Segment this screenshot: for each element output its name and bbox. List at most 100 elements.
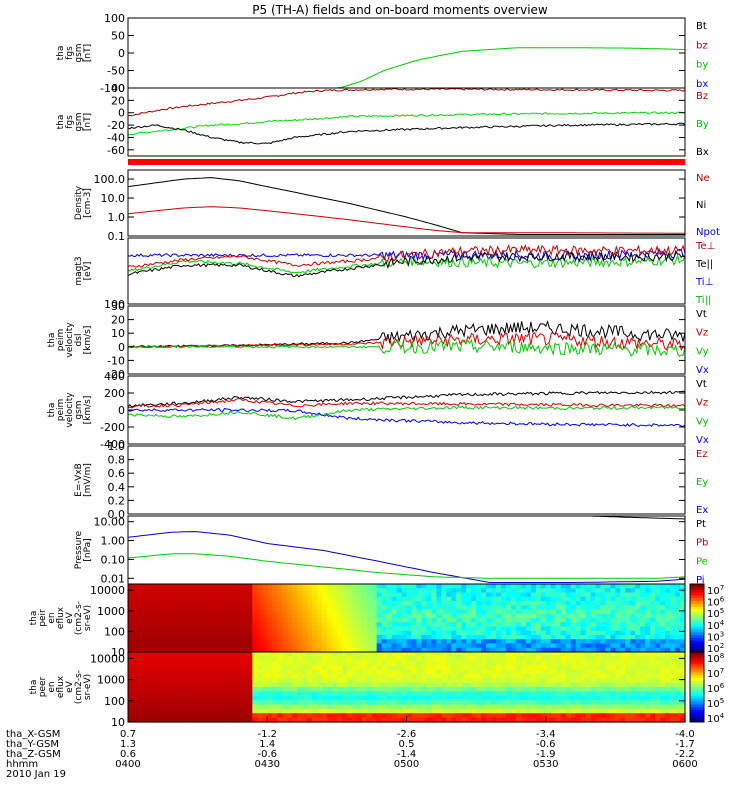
spec-cell [351,678,358,684]
spec-cell [341,618,348,623]
spec-cell [525,700,532,706]
spec-cell [381,691,388,697]
spec-cell [500,660,507,666]
spec-cell [436,717,442,723]
spec-cell [232,584,239,589]
spec-cell [326,626,333,632]
spec-cell [456,673,462,679]
spec-cell [520,700,527,706]
spec-cell [182,630,189,636]
spec-cell [252,708,258,714]
spec-cell [282,618,288,623]
spec-cell [600,635,607,640]
spec-cell [242,682,248,688]
spec-cell [595,665,602,671]
y-axis-label: [eV] [83,262,93,281]
spec-cell [381,588,388,594]
spec-cell [341,687,348,692]
spec-cell [560,588,567,594]
spec-cell [272,656,278,662]
spec-cell [242,708,248,714]
spec-cell [570,717,577,723]
spec-cell [680,635,686,640]
spec-cell [461,695,467,701]
spec-cell [366,626,373,632]
spec-cell [287,630,293,636]
spec-cell [277,704,283,710]
spec-cell [486,622,492,628]
spec-cell [142,682,149,688]
spec-cell [207,588,214,594]
spec-cell [550,601,557,606]
spec-cell [481,630,487,636]
spec-cell [675,708,681,714]
spec-cell [277,665,283,671]
spec-cell [312,588,318,594]
spec-cell [182,609,189,615]
spec-cell [456,704,462,710]
spec-cell [187,601,194,606]
spec-cell [132,592,139,598]
spec-cell [162,630,169,636]
spec-cell [192,652,199,657]
spec-cell [341,717,348,723]
spec-cell [575,643,582,649]
spec-cell [152,647,159,653]
spec-cell [207,630,214,636]
spec-cell [421,630,427,636]
spec-cell [496,639,502,645]
spec-cell [550,691,557,697]
spec-cell [137,695,144,701]
spec-cell [610,647,616,653]
spec-cell [486,660,492,666]
y-tick-label: 10000 [90,652,125,665]
y-tick-label: 400 [104,370,125,383]
spec-cell [336,717,343,723]
spec-cell [555,673,562,679]
spec-cell [346,652,353,657]
spec-cell [610,700,616,706]
spec-cell [545,669,552,675]
spec-cell [336,700,343,706]
spec-cell [326,601,333,606]
spec-cell [312,635,318,640]
spec-cell [386,630,393,636]
spec-cell [545,708,552,714]
spec-cell [525,669,532,675]
spec-cell [471,691,477,697]
spec-cell [590,673,597,679]
spec-cell [167,682,174,688]
spec-cell [535,618,542,623]
spec-cell [227,717,234,723]
spec-cell [535,643,542,649]
spec-cell [560,584,567,589]
spec-cell [341,596,348,602]
spec-cell [262,660,268,666]
spec-cell [545,704,552,710]
spec-cell [540,695,547,701]
spec-cell [247,643,253,649]
spec-cell [630,643,636,649]
divider-bar [128,159,685,165]
spec-cell [341,669,348,675]
spec-cell [247,704,253,710]
spec-cell [326,630,333,636]
spec-cell [197,592,204,598]
spec-cell [187,717,194,723]
spec-cell [277,635,283,640]
spec-cell [615,618,621,623]
spec-cell [187,704,194,710]
spec-cell [555,647,562,653]
spec-cell [197,635,204,640]
spec-cell [446,682,452,688]
spec-cell [451,700,457,706]
spec-cell [192,626,199,632]
spec-cell [565,609,572,615]
spec-cell [356,613,363,619]
spec-cell [207,678,214,684]
spec-cell [675,630,681,636]
spec-cell [505,605,512,611]
spec-cell [312,695,318,701]
spec-cell [292,660,298,666]
spec-cell [381,609,388,615]
